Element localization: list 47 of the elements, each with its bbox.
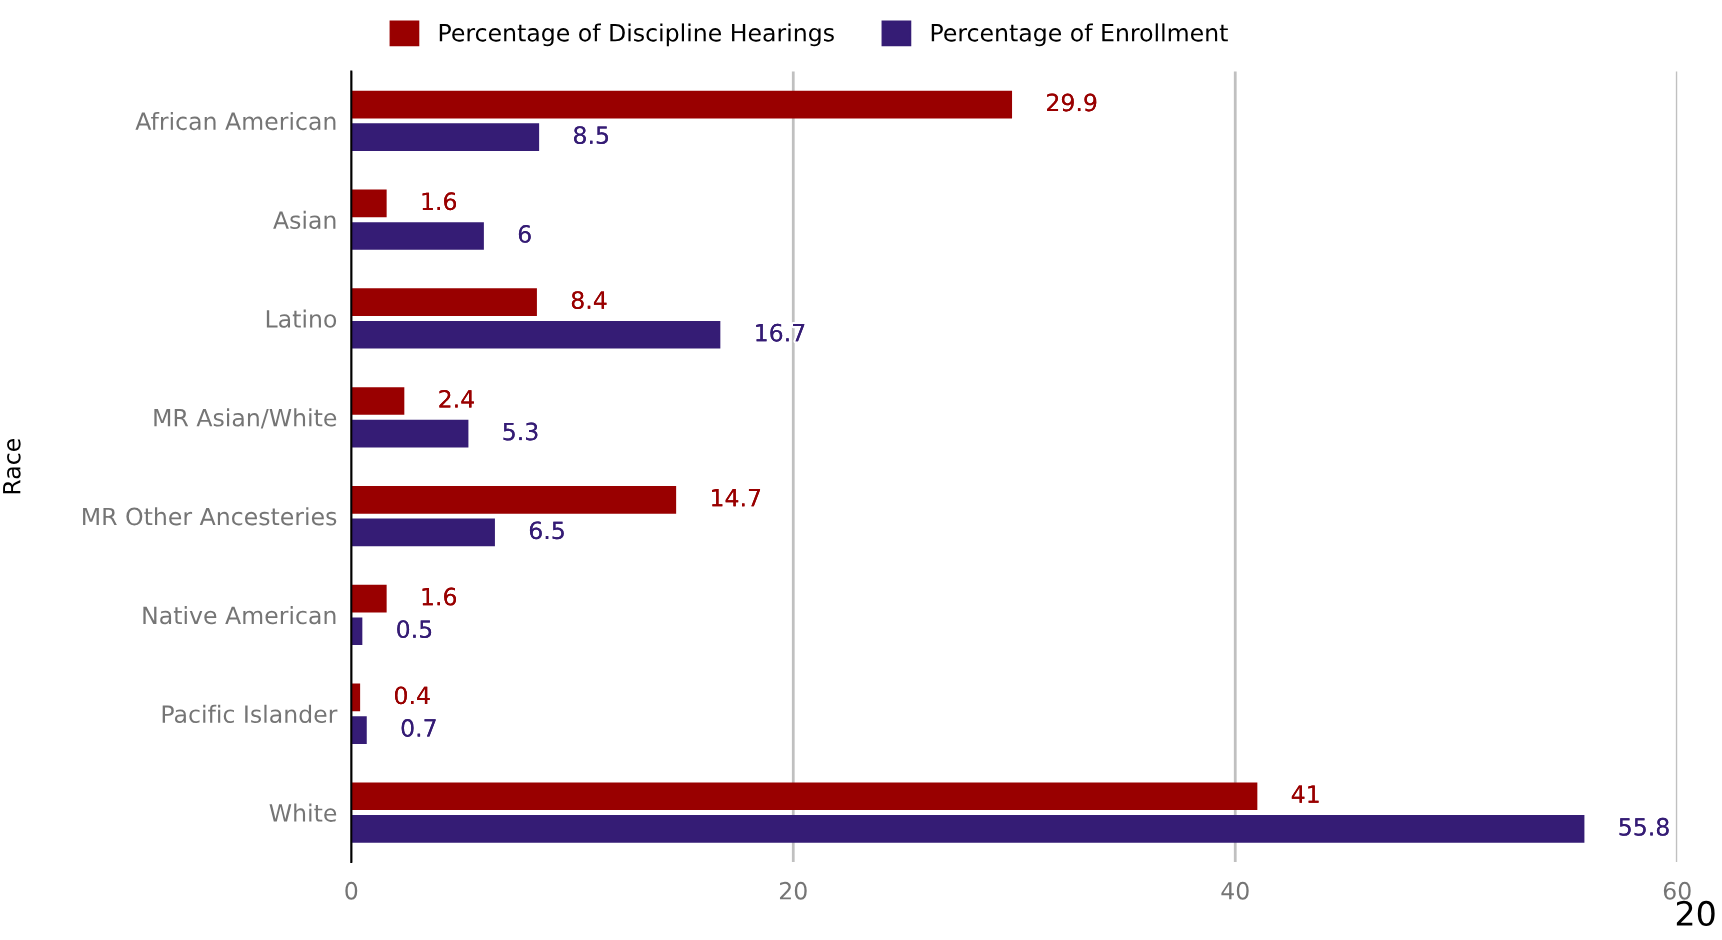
- y-tick-label: Asian: [273, 210, 336, 229]
- data-label: 8.5: [574, 126, 608, 144]
- bar: [351, 222, 484, 250]
- data-label: 2.4: [439, 389, 474, 408]
- y-tick-label: African American: [135, 111, 336, 131]
- x-tick-label: 0: [345, 881, 358, 900]
- y-tick-label: MR Asian/White: [154, 408, 337, 429]
- y-tick-label: Latino: [266, 309, 337, 328]
- text: 20: [1676, 900, 1715, 927]
- data-label: 5.3: [503, 422, 538, 441]
- bar: [351, 617, 363, 646]
- legend-label: Percentage of Enrollment: [931, 23, 1228, 47]
- data-label: 6.5: [529, 521, 564, 540]
- data-label: 16.7: [756, 323, 805, 342]
- bar: [351, 518, 495, 547]
- legend-label: Percentage of Discipline Hearings: [439, 23, 834, 47]
- x-tick-label: 40: [1221, 881, 1249, 900]
- bar: [351, 189, 387, 218]
- data-label: 41: [1291, 785, 1319, 803]
- data-label: 1.6: [422, 587, 457, 606]
- bar: [351, 485, 677, 514]
- data-label: 0.4: [395, 686, 430, 705]
- bar: [351, 584, 387, 613]
- data-label: 55.8: [1619, 817, 1669, 836]
- x-tick-label: 20: [779, 881, 807, 900]
- bar: [351, 387, 405, 415]
- data-label: 6: [518, 224, 531, 243]
- y-tick-label: Pacific Islander: [162, 704, 338, 724]
- data-label: 29.9: [1047, 93, 1097, 112]
- bar: [351, 716, 367, 744]
- data-label: 0.7: [401, 719, 436, 737]
- bar: [351, 320, 721, 349]
- bar: [351, 90, 1013, 119]
- bar: [351, 123, 540, 151]
- data-label: 14.7: [712, 489, 761, 507]
- y-axis-title: Race: [3, 439, 21, 494]
- bar: [351, 782, 1258, 811]
- y-tick-label: MR Other Ancesteries: [83, 507, 337, 526]
- y-tick-label: White: [269, 803, 337, 822]
- data-label: 1.6: [422, 192, 457, 211]
- bar: [351, 815, 1585, 843]
- x-tick-label: 60: [1663, 881, 1691, 900]
- data-label: 0.5: [397, 620, 432, 639]
- data-label: 8.4: [571, 291, 607, 310]
- bar: [351, 419, 469, 448]
- y-tick-label: Native American: [143, 605, 336, 625]
- bar: [351, 288, 537, 317]
